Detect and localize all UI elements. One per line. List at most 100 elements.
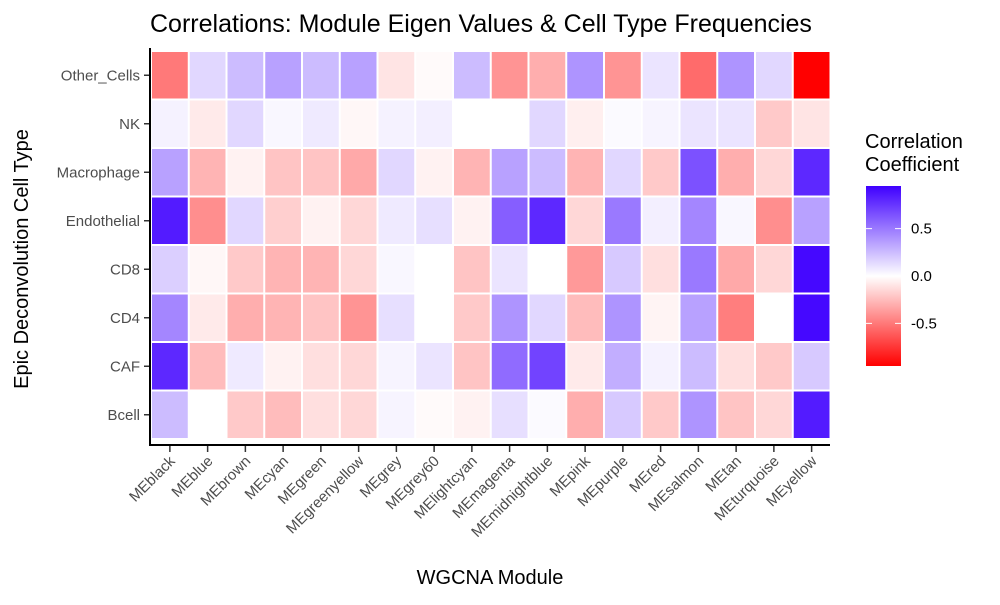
legend-ticks: 0.5 0.0 -0.5	[866, 221, 937, 332]
heatmap-cell-bcell-memagenta	[491, 391, 528, 438]
heatmap-cell-bcell-meyellow	[793, 391, 830, 438]
heatmap-cell-nk-metan	[718, 100, 754, 147]
heatmap-cell-cd8-meblue	[189, 246, 226, 293]
y-tick-label: Macrophage	[57, 164, 140, 181]
heatmap-cell-macrophage-meturquoise	[756, 149, 792, 196]
heatmap-cell-cd8-megrey	[378, 246, 415, 293]
heatmap-cell-cd8-memidnightblue	[529, 246, 566, 293]
heatmap-cell-cd4-mebrown	[227, 294, 264, 341]
heatmap-cell-nk-mepink	[567, 100, 603, 147]
heatmap-cell-caf-meyellow	[793, 343, 830, 390]
heatmap-cell-other_cells-mered	[642, 52, 679, 99]
y-tick-label: Other_Cells	[61, 67, 140, 84]
y-tick-label: Endothelial	[66, 213, 140, 230]
heatmap-cell-caf-mecyan	[265, 343, 301, 390]
heatmap-cell-macrophage-mepink	[567, 149, 603, 196]
heatmap-cell-endothelial-meblue	[189, 197, 226, 244]
heatmap-cell-endothelial-megreen	[303, 197, 339, 244]
heatmap-cell-endothelial-mesalmon	[680, 197, 717, 244]
heatmap-cell-cd8-mered	[642, 246, 679, 293]
heatmap-cell-bcell-mecyan	[265, 391, 301, 438]
heatmap-cell-cd8-metan	[718, 246, 754, 293]
heatmap-cell-endothelial-mered	[642, 197, 679, 244]
y-tick-label: CAF	[110, 358, 140, 375]
heatmap-cell-macrophage-megrey	[378, 149, 415, 196]
heatmap-cell-macrophage-memagenta	[491, 149, 528, 196]
heatmap-cell-caf-meblack	[152, 343, 188, 390]
heatmap-cell-endothelial-memidnightblue	[529, 197, 566, 244]
heatmap-cell-cd8-mepurple	[605, 246, 641, 293]
y-axis-ticks: Other_Cells NK Macrophage Endothelial CD8 CD4…	[57, 67, 150, 424]
heatmap-cell-bcell-memidnightblue	[529, 391, 566, 438]
heatmap-cell-nk-melightcyan	[454, 100, 490, 147]
heatmap-cell-other_cells-meblack	[152, 52, 188, 99]
heatmap-cell-caf-megreen	[303, 343, 339, 390]
heatmap-cell-bcell-megrey60	[416, 391, 452, 438]
y-tick-label: CD8	[110, 261, 140, 278]
heatmap-cell-nk-meblue	[189, 100, 226, 147]
heatmap-cell-bcell-metan	[718, 391, 754, 438]
legend-tick-label: 0.0	[911, 268, 932, 285]
x-tick-label: MEblack	[126, 452, 179, 505]
heatmap-cell-nk-mered	[642, 100, 679, 147]
legend-title-line-2: Coefficient	[865, 154, 960, 176]
heatmap-cell-cd8-meturquoise	[756, 246, 792, 293]
heatmap-cell-bcell-mepink	[567, 391, 603, 438]
x-axis-label: WGCNA Module	[417, 567, 564, 589]
heatmap-cell-nk-memidnightblue	[529, 100, 566, 147]
heatmap-cell-other_cells-mepink	[567, 52, 603, 99]
heatmap-cell-nk-meblack	[152, 100, 188, 147]
heatmap-cell-caf-metan	[718, 343, 754, 390]
heatmap-cell-other_cells-meturquoise	[756, 52, 792, 99]
heatmap-cell-cd4-megrey	[378, 294, 415, 341]
heatmap-cell-cd4-mecyan	[265, 294, 301, 341]
heatmap-cell-cd4-meyellow	[793, 294, 830, 341]
heatmap-cell-bcell-mered	[642, 391, 679, 438]
heatmap-cell-other_cells-megrey60	[416, 52, 452, 99]
heatmap-cell-nk-megrey	[378, 100, 415, 147]
heatmap-cell-cd8-megreenyellow	[340, 246, 377, 293]
heatmap-cell-endothelial-meblack	[152, 197, 188, 244]
heatmap-cell-endothelial-megrey	[378, 197, 415, 244]
heatmap-cell-other_cells-mepurple	[605, 52, 641, 99]
heatmap-cell-cd4-meblack	[152, 294, 188, 341]
heatmap-cell-macrophage-megreenyellow	[340, 149, 377, 196]
heatmap-cell-endothelial-mebrown	[227, 197, 264, 244]
heatmap-cell-macrophage-mepurple	[605, 149, 641, 196]
y-axis-label: Epic Deconvolution Cell Type	[11, 129, 33, 389]
legend-tick-label: 0.5	[911, 221, 932, 238]
heatmap-cell-cd4-meblue	[189, 294, 226, 341]
y-tick-label: Bcell	[107, 407, 140, 424]
heatmap-cell-cd4-megrey60	[416, 294, 452, 341]
legend-tick-label: -0.5	[911, 315, 937, 332]
heatmap-cell-bcell-meturquoise	[756, 391, 792, 438]
heatmap-cell-bcell-mepurple	[605, 391, 641, 438]
heatmap-cell-bcell-melightcyan	[454, 391, 490, 438]
heatmap-cell-cd4-megreen	[303, 294, 339, 341]
heatmap-cell-macrophage-megrey60	[416, 149, 452, 196]
x-axis-ticks: MEblackMEblueMEbrownMEcyanMEgreenMEgreen…	[126, 446, 821, 541]
heatmap-cell-endothelial-memagenta	[491, 197, 528, 244]
heatmap-cell-nk-mebrown	[227, 100, 264, 147]
heatmap-cell-cd4-mepurple	[605, 294, 641, 341]
heatmap-cell-caf-memidnightblue	[529, 343, 566, 390]
heatmap-cell-other_cells-megrey	[378, 52, 415, 99]
heatmap-cell-cd4-memagenta	[491, 294, 528, 341]
heatmap-cell-cd4-megreenyellow	[340, 294, 377, 341]
heatmap-cell-cd4-metan	[718, 294, 754, 341]
heatmap-cell-endothelial-mecyan	[265, 197, 301, 244]
heatmap-cell-caf-meblue	[189, 343, 226, 390]
heatmap-cell-bcell-meblue	[189, 391, 226, 438]
heatmap-cell-bcell-mesalmon	[680, 391, 717, 438]
heatmap-cell-cd8-melightcyan	[454, 246, 490, 293]
heatmap-cell-caf-mesalmon	[680, 343, 717, 390]
heatmap-cell-caf-mepink	[567, 343, 603, 390]
heatmap-cell-nk-mepurple	[605, 100, 641, 147]
heatmap-cell-caf-meturquoise	[756, 343, 792, 390]
heatmap-cell-macrophage-mesalmon	[680, 149, 717, 196]
heatmap-cell-cd4-mesalmon	[680, 294, 717, 341]
heatmap-cell-cd8-mecyan	[265, 246, 301, 293]
heatmap-cell-nk-memagenta	[491, 100, 528, 147]
